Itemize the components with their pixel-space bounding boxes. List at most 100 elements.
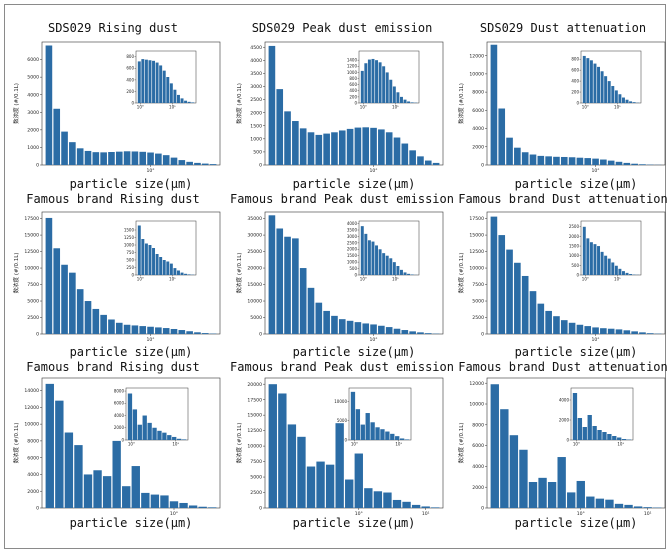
chart-title: SDS029 Peak dust emission [252, 21, 433, 35]
main-bar [198, 506, 207, 508]
main-bar [53, 108, 61, 165]
inset-bar [392, 262, 396, 275]
inset-y-tick-label: 4000 [114, 413, 125, 418]
y-tick-label: 17500 [24, 216, 39, 222]
x-tick-label: 10° [369, 337, 377, 343]
inset-bar [621, 271, 625, 275]
y-tick-label: 17500 [469, 216, 484, 222]
main-bar [584, 326, 592, 334]
x-tick-label: 10° [355, 511, 363, 517]
inset-y-tick-label: 200 [349, 94, 357, 99]
main-bar [576, 324, 584, 334]
main-bar [600, 328, 607, 334]
inset-bar [604, 76, 608, 103]
y-tick-label: 10000 [469, 71, 484, 77]
main-bar [169, 501, 179, 508]
main-bar [623, 162, 631, 165]
inset-y-tick-label: 0 [121, 437, 124, 442]
y-tick-label: 1000 [27, 145, 39, 151]
main-bar [364, 488, 373, 508]
main-bar [307, 132, 315, 165]
main-bar [122, 486, 131, 508]
chart-axes-frame [41, 377, 221, 509]
inset-bar [169, 83, 173, 103]
inset-chart: 0 5000 10000 10° 10¹ [334, 387, 412, 447]
inset-y-tick-label: 4000 [347, 221, 358, 226]
inset-bar [582, 55, 586, 103]
inset-bar [187, 101, 191, 103]
main-bar [576, 157, 584, 165]
y-tick-label: 2000 [250, 110, 262, 116]
y-tick-label: 4500 [250, 45, 262, 51]
inset-x-tick-label: 10¹ [614, 105, 621, 110]
chart-panel-1: SDS029 Rising dust0100020003000400050006… [12, 21, 221, 191]
inset-bar [132, 409, 138, 440]
inset-x-tick-label: 10¹ [392, 105, 399, 110]
y-tick-label: 17500 [247, 397, 262, 403]
main-bar [84, 150, 92, 165]
main-bar [607, 328, 615, 334]
inset-bar [184, 273, 188, 275]
main-bar [354, 453, 363, 508]
main-bar [115, 322, 123, 334]
inset-bar [157, 430, 162, 440]
main-bar [393, 328, 401, 334]
y-tick-label: 8000 [472, 422, 484, 428]
inset-chart: 0 200 400 600 800 10° 10¹ [571, 50, 642, 110]
inset-bar [382, 253, 386, 275]
main-bar [268, 45, 276, 165]
inset-bar [176, 438, 182, 440]
main-bar [92, 152, 100, 165]
inset-bar [364, 63, 368, 103]
inset-bar [611, 262, 615, 275]
y-tick-label: 6000 [27, 57, 39, 63]
main-bar [45, 217, 53, 334]
inset-chart: 0 250 500 750 1000 1250 1500 10° 10¹ [124, 220, 197, 282]
inset-y-tick-label: 500 [126, 257, 134, 262]
inset-bar [180, 272, 184, 275]
inset-bar [173, 268, 177, 275]
y-tick-label: 0 [36, 332, 39, 338]
main-bar [498, 235, 506, 334]
inset-bar [617, 437, 622, 440]
main-bar [607, 160, 615, 165]
inset-bar [587, 415, 592, 440]
inset-x-tick-label: 10° [128, 442, 135, 447]
y-tick-label: 0 [259, 163, 262, 169]
y-tick-label: 20000 [247, 266, 262, 272]
main-bar [123, 324, 131, 334]
main-bar [170, 157, 178, 165]
y-tick-label: 0 [481, 163, 484, 169]
inset-chart: 0 2000 4000 10° 10¹ [559, 387, 634, 447]
inset-x-tick-label: 10° [360, 105, 367, 110]
main-bar [362, 127, 370, 165]
inset-y-tick-label: 0 [354, 100, 357, 105]
y-tick-label: 35000 [247, 216, 262, 222]
inset-bar [614, 265, 618, 275]
inset-bar [181, 439, 187, 440]
y-tick-label: 0 [481, 332, 484, 338]
x-tick-label: 10° [369, 168, 377, 174]
main-bar [201, 163, 209, 165]
y-tick-label: 15000 [247, 282, 262, 288]
main-bar [188, 505, 198, 508]
x-tick-label: 10° [591, 168, 599, 174]
main-bar [315, 302, 323, 334]
y-tick-label: 500 [253, 150, 262, 156]
main-bar [338, 130, 346, 165]
main-bar [393, 137, 401, 165]
inset-bar [600, 71, 604, 103]
inset-bar [403, 272, 407, 275]
main-bar [560, 320, 568, 334]
main-bar [500, 409, 509, 508]
main-bar [179, 502, 188, 508]
chart-panel-4: Famous brand Rising dust0250050007500100… [12, 192, 221, 359]
inset-y-tick-label: 400 [126, 77, 134, 82]
main-bar [178, 160, 186, 165]
main-bar [568, 322, 576, 334]
y-tick-label: 5000 [250, 475, 262, 481]
main-bar [346, 128, 354, 165]
inset-bar [166, 261, 170, 275]
main-bar [141, 492, 150, 508]
y-tick-label: 10000 [247, 299, 262, 305]
